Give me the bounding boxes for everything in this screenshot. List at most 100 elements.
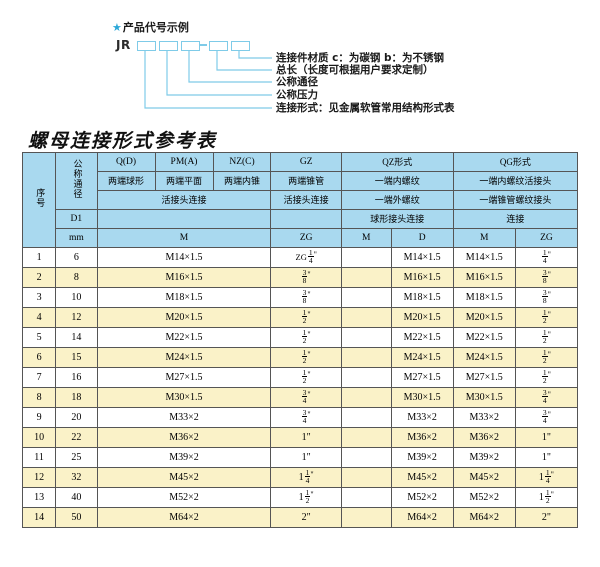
header-conn-left: 活接头连接: [96, 190, 272, 210]
cell-m: M22×1.5: [96, 327, 272, 348]
star-icon: ★: [112, 21, 122, 34]
cell-qg-m: M24×1.5: [452, 347, 516, 368]
table-row: 4 12 M20×1.5 1 2 " M20×1.5 M20×1.5 1 2 ": [21, 307, 579, 328]
cell-qg-zg: 2": [514, 507, 579, 528]
header-col-d-qz: D: [390, 228, 454, 248]
cell-seq: 13: [21, 487, 57, 508]
cell-seq: 8: [21, 387, 57, 408]
cell-gz-zg: 1 1 2 ": [270, 487, 342, 508]
cell-m: M27×1.5: [96, 367, 272, 388]
header-row-connection: 活接头连接 活接头连接 一端外螺纹 一端锥管螺纹接头: [23, 190, 579, 210]
cell-qz-d: M30×1.5: [390, 387, 454, 408]
nut-connection-reference-table: 序号 公称通径 Q(D) PM(A) NZ(C) GZ QZ形式 QG形式 两端…: [21, 152, 579, 528]
cell-qz-m: [340, 347, 392, 368]
cell-m: M33×2: [96, 407, 272, 428]
table-row: 5 14 M22×1.5 1 2 " M22×1.5 M22×1.5 1 2 ": [21, 327, 579, 348]
header-dn-label: 公称通径: [71, 159, 82, 200]
cell-qg-zg: 1": [514, 427, 579, 448]
cell-seq: 1: [21, 247, 57, 268]
cell-qg-m: M39×2: [452, 447, 516, 468]
cell-m: M64×2: [96, 507, 272, 528]
cell-dn: 22: [55, 427, 98, 448]
cell-qz-m: [340, 427, 392, 448]
cell-seq: 3: [21, 287, 57, 308]
code-note-length: 总长（长度可根据用户要求定制）: [276, 64, 434, 76]
cell-m: M24×1.5: [96, 347, 272, 368]
cell-dn: 6: [55, 247, 98, 268]
header-shape-pma: 两端平面: [154, 171, 214, 191]
page-title: 螺母连接形式参考表: [28, 131, 218, 152]
cell-qg-m: M36×2: [452, 427, 516, 448]
header-mm-label: mm: [55, 228, 98, 248]
cell-seq: 5: [21, 327, 57, 348]
code-note-conn-type: 连接形式：见金属软管常用结构形式表: [276, 102, 455, 114]
cell-m: M20×1.5: [96, 307, 272, 328]
cell-gz-zg: 1": [270, 447, 342, 468]
cell-qg-zg: 1 1 2 ": [514, 487, 579, 508]
cell-qg-zg: 1 2 ": [514, 347, 579, 368]
cell-m: M36×2: [96, 427, 272, 448]
cell-seq: 11: [21, 447, 57, 468]
header-shape-qg: 一端内螺纹活接头: [452, 171, 579, 191]
header-dn: 公称通径: [55, 152, 98, 210]
cell-gz-zg: 1 2 ": [270, 347, 342, 368]
table-row: 14 50 M64×2 2" M64×2 M64×2 2": [21, 507, 579, 528]
cell-qg-zg: 1 4 ": [514, 247, 579, 268]
cell-dn: 18: [55, 387, 98, 408]
header-seq-label: 序号: [34, 188, 45, 209]
cell-qg-m: M16×1.5: [452, 267, 516, 288]
product-code-prefix: JR: [116, 38, 131, 52]
code-dash: [200, 44, 207, 46]
cell-qz-d: M20×1.5: [390, 307, 454, 328]
header-group-qg: QG形式: [452, 152, 579, 172]
header-col-m-qg: M: [452, 228, 516, 248]
table-row: 9 20 M33×2 3 4 " M33×2 M33×2 3 4 ": [21, 407, 579, 428]
table-row: 3 10 M18×1.5 3 8 " M18×1.5 M18×1.5 3 8 ": [21, 287, 579, 308]
cell-seq: 4: [21, 307, 57, 328]
table-row: 1 6 M14×1.5 ZG 1 4 " M14×1.5 M14×1.5 1 4 ": [21, 247, 579, 268]
cell-seq: 7: [21, 367, 57, 388]
cell-qz-m: [340, 307, 392, 328]
header-shape-qz: 一端内螺纹: [340, 171, 454, 191]
product-code-diagram: ★产品代号示例 JR 连接件材质 c：为碳钢 b：为不锈钢 总长（长度可根据用户…: [0, 0, 600, 124]
cell-seq: 14: [21, 507, 57, 528]
cell-qz-d: M36×2: [390, 427, 454, 448]
cell-m: M52×2: [96, 487, 272, 508]
cell-qz-d: M14×1.5: [390, 247, 454, 268]
cell-qz-d: M52×2: [390, 487, 454, 508]
cell-qg-m: M22×1.5: [452, 327, 516, 348]
header-col-zg-qg: ZG: [514, 228, 579, 248]
cell-m: M16×1.5: [96, 267, 272, 288]
cell-gz-zg: 1 2 ": [270, 367, 342, 388]
header-row-d1: D1 球形接头连接 连接: [23, 209, 579, 229]
header-conn-qg: 一端锥管螺纹接头: [452, 190, 579, 210]
leader-lines: [144, 50, 272, 109]
header-group-qz: QZ形式: [340, 152, 454, 172]
code-note-material: 连接件材质 c：为碳钢 b：为不锈钢: [276, 52, 445, 64]
header-row-shapes: 两端球形 两端平面 两端内锥 两端锥管 一端内螺纹 一端内螺纹活接头: [23, 171, 579, 191]
header-shape-gz: 两端锥管: [270, 171, 342, 191]
table-row: 12 32 M45×2 1 1 4 " M45×2 M45×2 1 1 4 ": [21, 467, 579, 488]
cell-qg-m: M20×1.5: [452, 307, 516, 328]
cell-qg-zg: 1": [514, 447, 579, 468]
cell-qz-m: [340, 247, 392, 268]
table-row: 10 22 M36×2 1" M36×2 M36×2 1": [21, 427, 579, 448]
cell-qz-m: [340, 487, 392, 508]
cell-qg-zg: 1 2 ": [514, 327, 579, 348]
cell-qg-m: M27×1.5: [452, 367, 516, 388]
product-code-title-text: 产品代号示例: [122, 21, 189, 34]
cell-qg-m: M52×2: [452, 487, 516, 508]
cell-gz-zg: 3 8 ": [270, 267, 342, 288]
cell-qz-d: M22×1.5: [390, 327, 454, 348]
cell-qg-m: M14×1.5: [452, 247, 516, 268]
header-group-gz: GZ: [270, 152, 342, 172]
cell-dn: 15: [55, 347, 98, 368]
header-d1-qg: 连接: [452, 209, 579, 229]
code-box-4: [209, 41, 228, 51]
header-row-units: mm M ZG M D M ZG: [23, 228, 579, 248]
header-row-group: 序号 公称通径 Q(D) PM(A) NZ(C) GZ QZ形式 QG形式: [21, 152, 579, 248]
cell-qz-m: [340, 367, 392, 388]
cell-qz-d: M39×2: [390, 447, 454, 468]
cell-qz-m: [340, 507, 392, 528]
cell-gz-zg: 1 2 ": [270, 307, 342, 328]
